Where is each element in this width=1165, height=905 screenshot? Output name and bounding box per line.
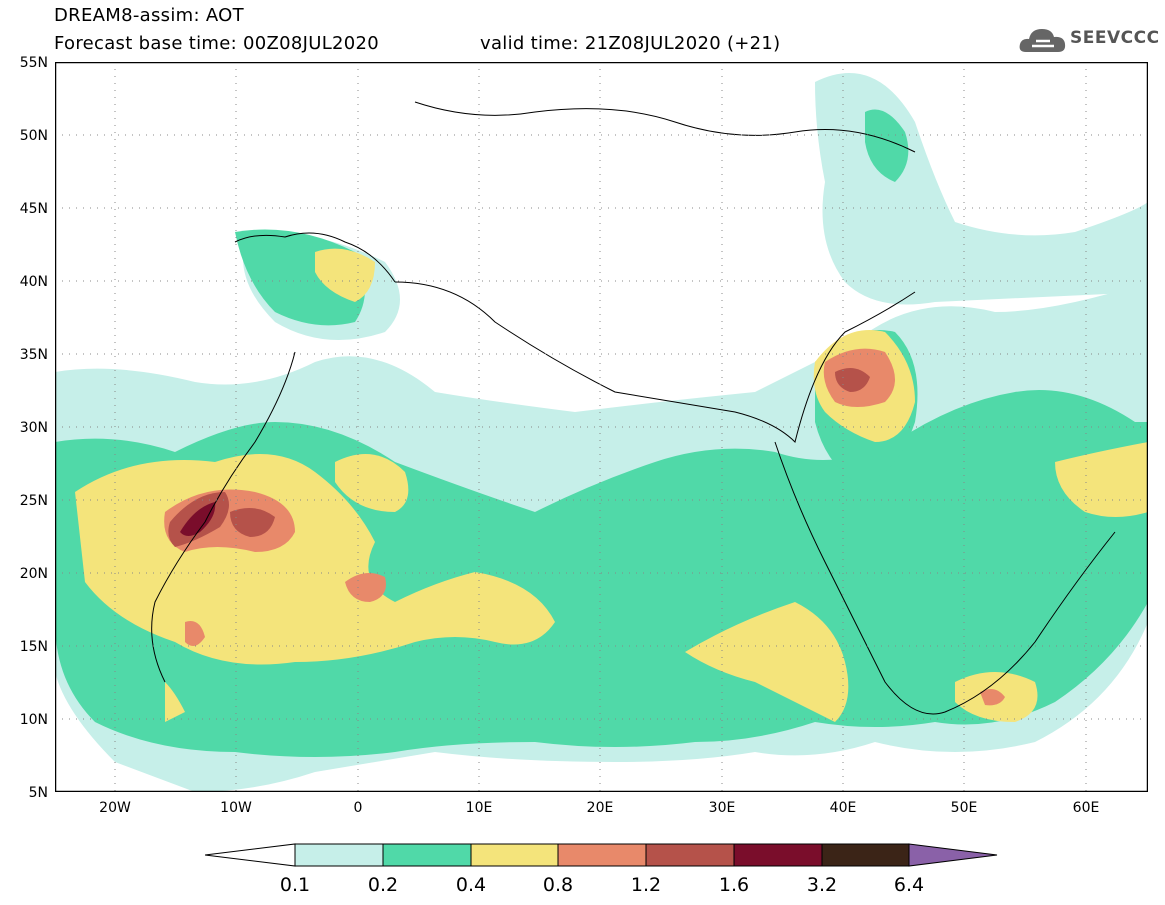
colorbar-swatch bbox=[294, 843, 384, 867]
logo-text: SEEVCCC bbox=[1070, 28, 1160, 48]
colorbar-swatch bbox=[557, 843, 647, 867]
lat-label: 35N bbox=[19, 347, 48, 363]
valid-time: valid time: 21Z08JUL2020 (+21) bbox=[480, 33, 781, 54]
colorbar-swatch bbox=[645, 843, 735, 867]
lon-label: 20W bbox=[99, 800, 131, 816]
colorbar-label: 6.4 bbox=[893, 874, 925, 896]
colorbar-label: 0.1 bbox=[279, 874, 311, 896]
lat-label: 45N bbox=[19, 201, 48, 217]
colorbar-label: 0.8 bbox=[542, 874, 574, 896]
lat-label: 40N bbox=[19, 274, 48, 290]
colorbar-label: 1.2 bbox=[630, 874, 662, 896]
colorbar-swatch bbox=[733, 843, 823, 867]
graticule bbox=[55, 62, 1148, 792]
lat-label: 25N bbox=[19, 493, 48, 509]
colorbar-label: 1.6 bbox=[718, 874, 750, 896]
cloud-icon bbox=[1019, 29, 1066, 52]
map-title: DREAM8-assim: AOT bbox=[54, 5, 244, 26]
colorbar-swatch bbox=[382, 843, 472, 867]
colorbar bbox=[205, 843, 998, 867]
coastlines bbox=[151, 101, 1116, 715]
lat-label: 30N bbox=[19, 420, 48, 436]
colorbar-label: 0.2 bbox=[367, 874, 399, 896]
seevccc-logo: SEEVCCC bbox=[1018, 22, 1160, 58]
colorbar-swatch bbox=[821, 843, 910, 867]
colorbar-min-arrow bbox=[205, 843, 296, 867]
map-frame bbox=[55, 62, 1148, 792]
lat-label: 10N bbox=[19, 712, 48, 728]
lat-label: 15N bbox=[19, 639, 48, 655]
aot-level-16 bbox=[180, 502, 216, 536]
colorbar-label: 0.4 bbox=[455, 874, 487, 896]
lon-label: 0 bbox=[353, 800, 363, 816]
lon-label: 20E bbox=[586, 800, 614, 816]
lat-label: 20N bbox=[19, 566, 48, 582]
lon-label: 40E bbox=[829, 800, 857, 816]
colorbar-max-arrow bbox=[908, 843, 998, 867]
aot-map bbox=[55, 62, 1148, 792]
lon-label: 10W bbox=[220, 800, 252, 816]
lat-label: 5N bbox=[28, 785, 48, 801]
lat-label: 50N bbox=[19, 128, 48, 144]
lon-label: 50E bbox=[950, 800, 978, 816]
colorbar-swatch bbox=[470, 843, 559, 867]
lon-label: 60E bbox=[1072, 800, 1100, 816]
colorbar-label: 3.2 bbox=[806, 874, 838, 896]
forecast-base-time: Forecast base time: 00Z08JUL2020 bbox=[54, 33, 380, 54]
lat-label: 55N bbox=[19, 55, 48, 71]
lon-label: 30E bbox=[708, 800, 736, 816]
lon-label: 10E bbox=[465, 800, 493, 816]
